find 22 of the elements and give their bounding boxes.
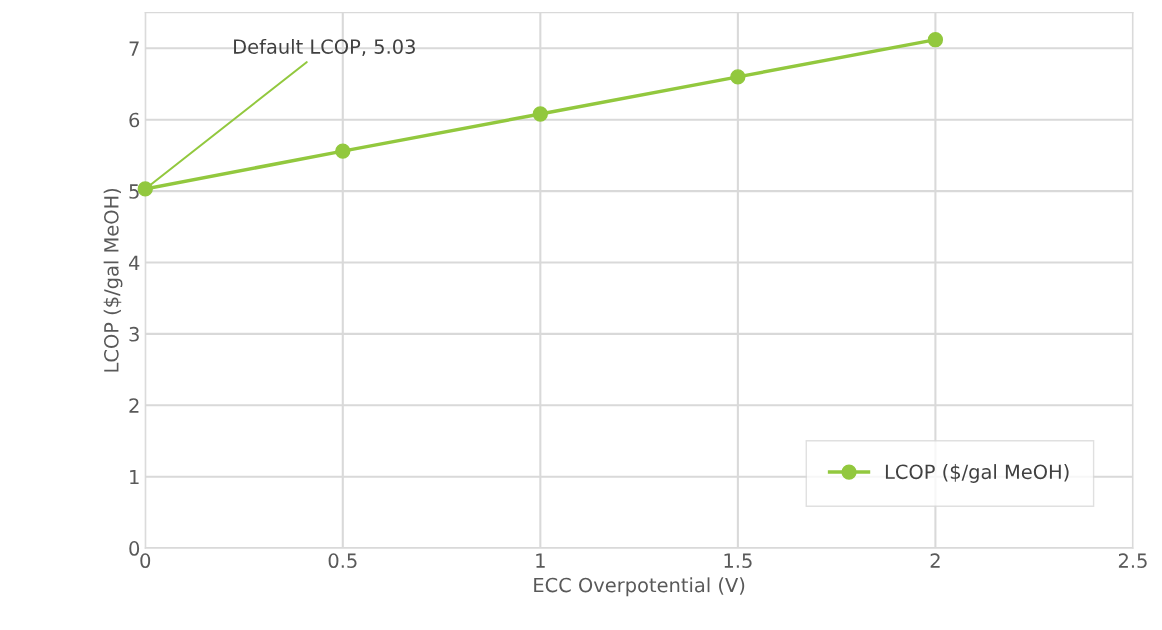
y-axis-title: LCOP ($/gal MeOH)	[103, 188, 123, 372]
y-tick-label: 5	[129, 184, 139, 199]
y-tick-label: 0	[129, 541, 140, 556]
x-tick-label: 1	[536, 553, 545, 568]
point	[532, 106, 548, 122]
x-tick-label: 0.5	[328, 553, 357, 569]
y-tick-label: 1	[130, 469, 139, 485]
x-axis-title: ECC Overpotential (V)	[534, 577, 745, 597]
y-tick-label: 4	[128, 255, 140, 270]
y-tick-label: 3	[129, 326, 139, 342]
legend-label: LCOP ($/gal MeOH)	[885, 464, 1069, 483]
point	[730, 69, 746, 85]
y-tick-label: 2	[129, 398, 139, 413]
x-tick-label: 2	[930, 553, 940, 568]
x-tick-label: 1.5	[724, 553, 752, 569]
x-tick-label: 0	[140, 553, 151, 569]
x-tick-label: 2.5	[1118, 553, 1147, 569]
point	[335, 143, 351, 159]
y-tick-label: 6	[129, 112, 140, 128]
annotation: Default LCOP, 5.03	[234, 38, 415, 56]
point	[927, 32, 944, 48]
y-tick-label: 7	[129, 41, 139, 56]
